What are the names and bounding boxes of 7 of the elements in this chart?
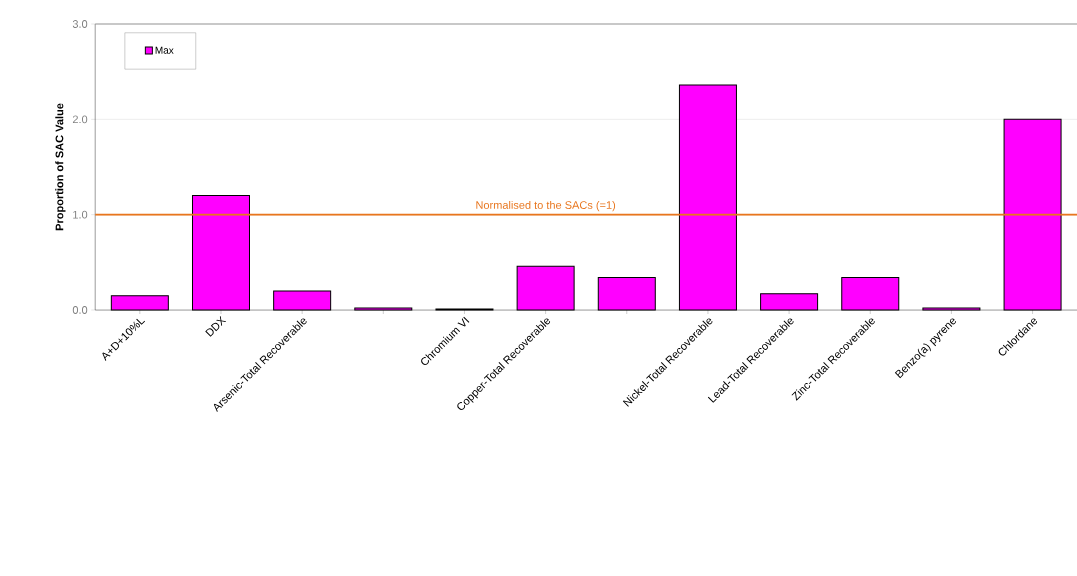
legend-label: Max <box>155 46 174 54</box>
ref-line-label: Normalised to the SACs (=1) <box>476 200 616 212</box>
y-tick-label: 3.0 <box>72 20 88 28</box>
y-tick-label: 2.0 <box>72 115 88 124</box>
y-tick-label: 0.0 <box>72 306 88 314</box>
y-axis-title: Proportion of SAC Value <box>55 103 66 231</box>
y-tick-label: 1.0 <box>73 210 88 219</box>
